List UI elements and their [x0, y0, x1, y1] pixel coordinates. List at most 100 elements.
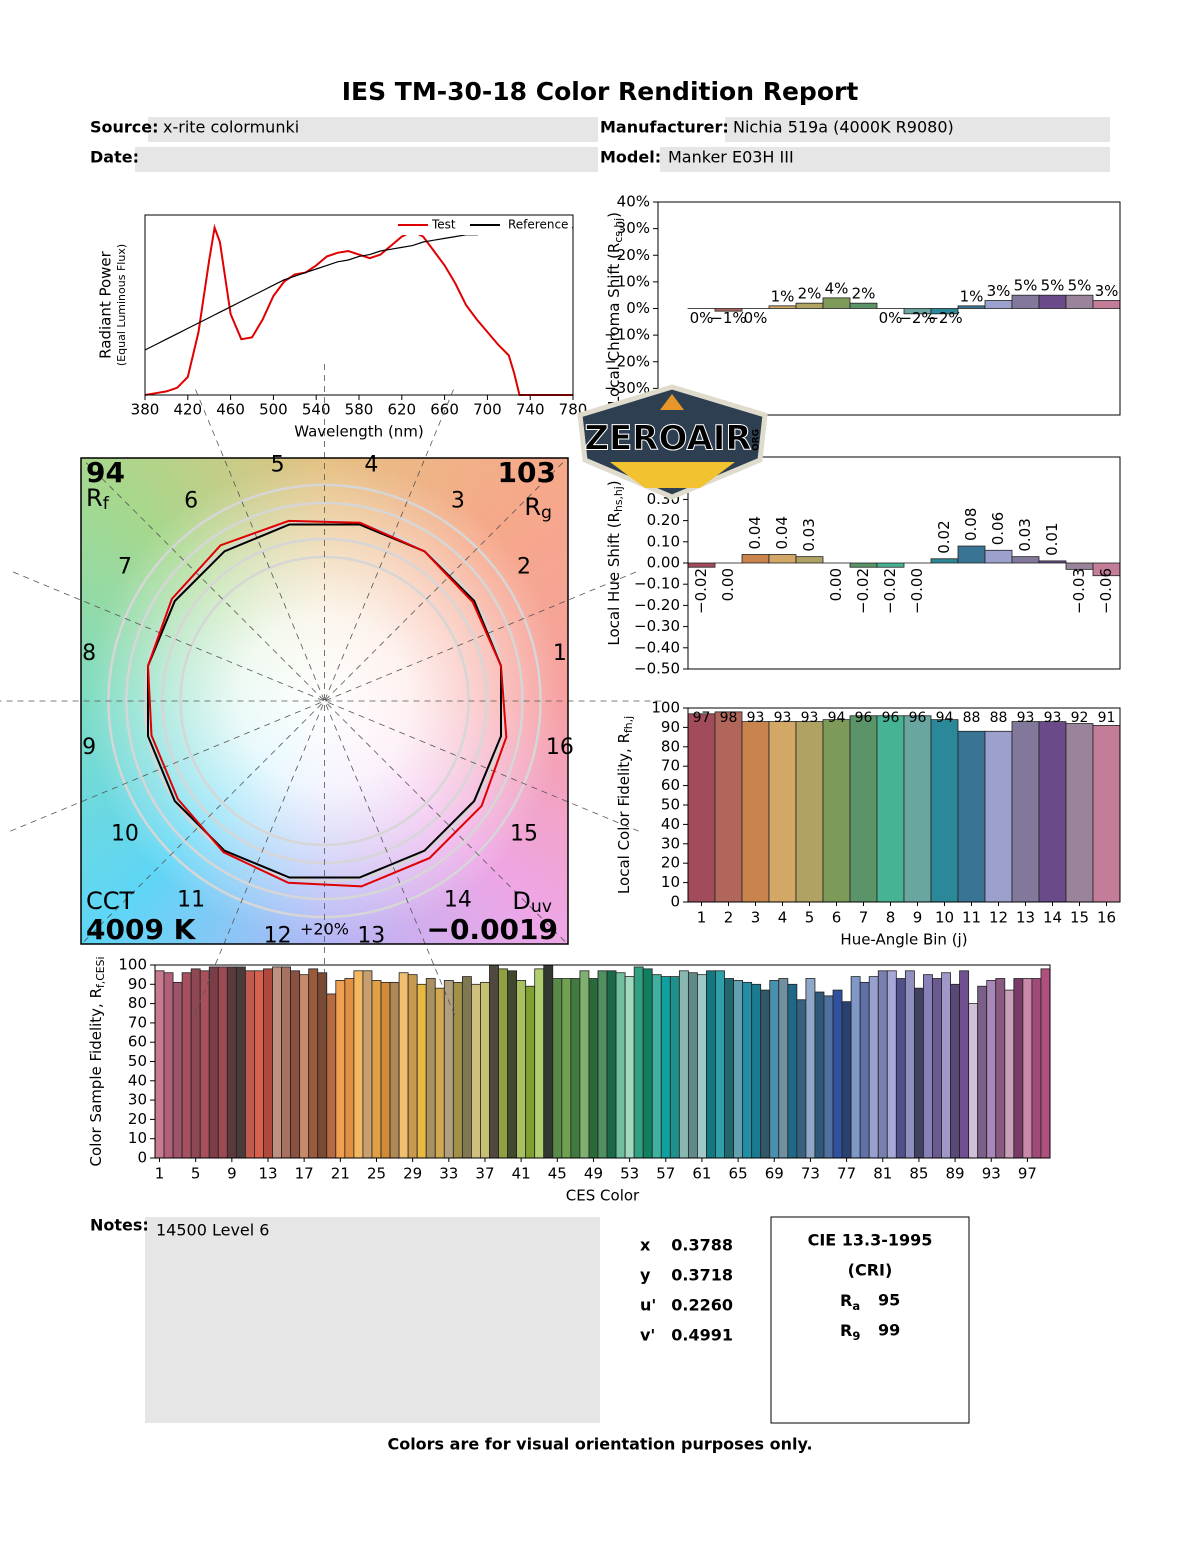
bin-label: 4	[364, 453, 378, 478]
bar	[724, 978, 734, 1159]
bar	[317, 972, 328, 1159]
x-tick-label: 4	[778, 909, 788, 927]
y-tick-label: 0	[137, 1149, 147, 1167]
bar	[245, 970, 255, 1159]
x-tick-label: 6	[832, 909, 842, 927]
x-tick-label: 3	[751, 909, 761, 927]
value-label: 3%	[1095, 282, 1119, 300]
bar	[733, 980, 744, 1159]
rf-label-part: f	[103, 494, 110, 514]
bar	[957, 305, 986, 309]
bar	[1011, 294, 1040, 309]
vector-polygon	[146, 519, 508, 888]
y-axis-label: Color Sample Fidelity, Rf,CESi	[87, 957, 108, 1167]
x-tick-label: 45	[548, 1165, 567, 1183]
bar	[452, 981, 463, 1159]
duv-label-part: uv	[531, 897, 552, 917]
bar	[1031, 978, 1042, 1159]
y-tick-label: 30	[661, 834, 680, 852]
y-tick-label: 10	[128, 1129, 147, 1147]
notes-text: 14500 Level 6	[156, 1221, 269, 1240]
plot-frame	[657, 201, 1121, 416]
bar	[841, 1001, 852, 1159]
cri-title: CIE 13.3-1995	[808, 1231, 933, 1250]
bar	[778, 978, 789, 1159]
y-axis-label-part: hs,hj	[612, 486, 625, 512]
bar	[471, 983, 481, 1159]
y-tick-label: 90	[661, 718, 680, 736]
cri-box	[770, 1216, 970, 1424]
notes-label: Notes:	[90, 1216, 149, 1235]
plot-frame	[687, 456, 1121, 670]
bar	[995, 978, 1006, 1159]
bar	[714, 308, 743, 312]
cri-symbol-part: R	[840, 1321, 852, 1340]
bar	[823, 995, 834, 1159]
x-tick-label: 700	[473, 401, 502, 419]
x-tick-label: 77	[837, 1165, 856, 1183]
bin-label: 11	[177, 888, 205, 913]
manufacturer: Nichia 519a (4000K R9080)	[733, 118, 954, 137]
plot-frame	[687, 707, 1121, 903]
bar	[959, 970, 970, 1159]
bin-label: 3	[451, 488, 465, 513]
value-label: 0.08	[962, 508, 980, 541]
bar	[687, 972, 698, 1159]
bar	[154, 970, 165, 1159]
bar	[199, 970, 210, 1159]
bar	[984, 730, 1013, 903]
bar	[822, 719, 851, 903]
bar	[876, 562, 905, 568]
bar	[787, 983, 798, 1159]
bar	[814, 991, 825, 1159]
value-label: 93	[1017, 710, 1035, 726]
bar	[903, 715, 932, 903]
bar	[353, 970, 364, 1159]
y-axis-label-part: Color Sample Fidelity, R	[87, 988, 105, 1166]
y-tick-label: 0.10	[647, 532, 680, 550]
bar	[986, 980, 997, 1159]
bar	[706, 970, 716, 1159]
x-tick-label: 37	[475, 1165, 494, 1183]
y-axis-label: Radiant Power	[97, 250, 115, 359]
bar	[741, 554, 770, 564]
bar	[1013, 978, 1024, 1159]
manufacturer-label: Manufacturer:	[600, 118, 729, 137]
bar	[1065, 294, 1094, 309]
x-tick-label: 49	[584, 1165, 603, 1183]
y-tick-label: 10%	[617, 272, 650, 290]
rg-value: 103	[498, 456, 556, 489]
bar	[1004, 989, 1015, 1159]
bar	[163, 972, 174, 1159]
bar	[822, 297, 851, 309]
y-tick-label: 0.00	[647, 554, 680, 572]
bar	[957, 545, 986, 564]
bar	[886, 970, 897, 1159]
bar	[697, 974, 707, 1159]
bar	[849, 302, 878, 309]
value-label: 0.04	[746, 516, 764, 549]
bar	[651, 974, 662, 1159]
vector-frame	[80, 457, 569, 945]
bar	[1038, 721, 1067, 903]
bar	[768, 554, 797, 564]
bar	[190, 968, 201, 1159]
date-label: Date:	[90, 148, 139, 167]
x-tick-label: 8	[886, 909, 896, 927]
bar	[489, 964, 499, 1159]
value-label: 93	[801, 710, 819, 726]
coord-value: 0.2260	[671, 1296, 733, 1315]
source-field	[148, 117, 598, 142]
y-tick-label: −0.50	[634, 660, 680, 678]
bar	[380, 981, 391, 1159]
y-tick-label: −0.30	[634, 617, 680, 635]
bar	[254, 970, 264, 1159]
value-label: 94	[828, 710, 846, 726]
bar	[615, 972, 626, 1159]
notes-field	[145, 1217, 600, 1423]
x-tick-label: 93	[982, 1165, 1001, 1183]
x-tick-label: 5	[191, 1165, 201, 1183]
bin-label: 14	[444, 888, 472, 913]
value-label: 92	[1071, 710, 1089, 726]
bar	[344, 978, 355, 1159]
